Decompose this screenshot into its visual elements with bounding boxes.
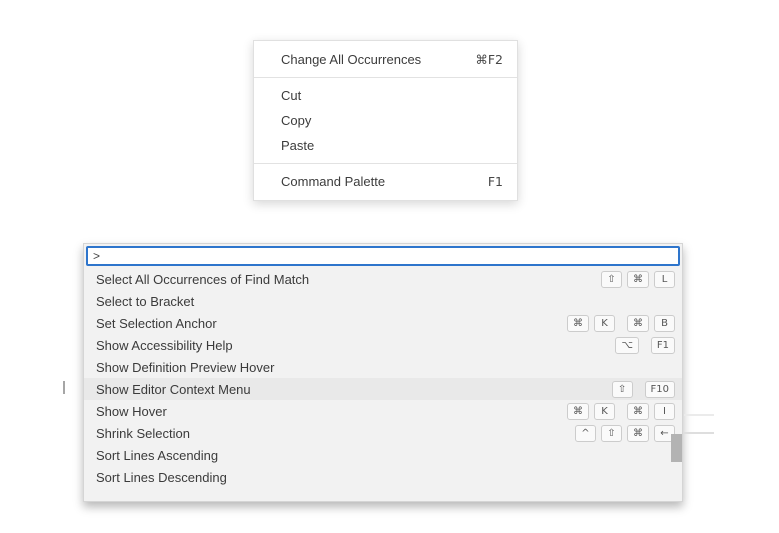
menu-item-label: Command Palette [281,174,386,189]
key-badge: ⌘ [627,314,649,332]
key-badge: ⌘ [567,402,589,420]
command-palette-input[interactable] [86,246,680,266]
command-label: Show Hover [96,403,167,419]
key-badge: ⌘ [627,424,649,442]
keybinding-chord: F1 [650,336,675,354]
key-badge: ⌘ [627,270,649,288]
command-palette: Select All Occurrences of Find Match⇧⌘LS… [83,243,683,502]
command-list-item[interactable]: Show Hover ⌘ K ⌘ I [84,400,682,422]
menu-divider [254,77,517,78]
menu-item[interactable]: Command Palette F1 [254,169,517,194]
command-label: Show Accessibility Help [96,337,233,353]
command-label: Show Definition Preview Hover [96,359,275,375]
command-label: Sort Lines Ascending [96,447,219,463]
command-label: Show Editor Context Menu [96,381,251,397]
command-list-item[interactable]: Set Selection Anchor ⌘ K ⌘ B [84,312,682,334]
command-label: Select to Bracket [96,293,195,309]
menu-item-shortcut: ⌘F2 [475,52,503,67]
background-line-artifact [684,432,714,434]
keybinding: ⇧ ⌘ L [601,270,675,288]
menu-item[interactable]: Change All Occurrences ⌘F2 [254,47,517,72]
key-badge: ⇧ [611,380,633,398]
command-list-item[interactable]: Sort Lines Descending [84,466,682,488]
keybinding-chord: ^ ⇧ ⌘ ← [575,424,675,442]
keybinding-chord: ⌥ [615,336,639,354]
keybinding: ^ ⇧ ⌘ ← [575,424,675,442]
keybinding-chord: ⌘ K [567,402,615,420]
key-badge: F1 [650,336,675,354]
key-badge: ⌥ [615,336,639,354]
menu-item-label: Cut [281,88,302,103]
key-badge: ^ [575,424,596,442]
keybinding-chord: ⇧ ⌘ L [601,270,675,288]
background-cursor-artifact [63,381,65,394]
key-badge: ⇧ [601,424,622,442]
keybinding-chord: ⌘ K [567,314,615,332]
menu-item[interactable]: Paste [254,133,517,158]
key-badge: F10 [644,380,675,398]
keybinding: ⌥ F1 [615,336,675,354]
command-list-item[interactable]: Show Accessibility Help ⌥ F1 [84,334,682,356]
menu-item-shortcut: F1 [487,174,503,189]
menu-item-label: Copy [281,113,312,128]
key-badge: K [594,314,615,332]
menu-item[interactable]: Copy [254,108,517,133]
command-palette-list: Select All Occurrences of Find Match ⇧ ⌘ L S… [84,268,682,488]
command-label: Set Selection Anchor [96,315,217,331]
command-list-item[interactable]: Sort Lines Ascending [84,444,682,466]
keybinding-chord: ⇧ [611,380,633,398]
keybinding-chord: ⌘ I [627,402,675,420]
menu-divider [254,163,517,164]
command-label: Sort Lines Descending [96,469,227,485]
key-badge: L [654,270,675,288]
scrollbar-thumb[interactable] [671,434,682,462]
keybinding: ⌘ K ⌘ I [567,402,675,420]
keybinding: ⇧ F10 [611,380,675,398]
command-list-item[interactable]: Show Definition Preview Hover [84,356,682,378]
key-badge: ← [654,424,675,442]
key-badge: K [594,402,615,420]
menu-item-label: Paste [281,138,315,153]
context-menu-items: Change All Occurrences ⌘F2 Cut Copy Paste Com… [254,47,517,194]
key-badge: I [654,402,675,420]
menu-item[interactable]: Cut [254,83,517,108]
background-line-artifact [684,414,714,416]
command-label: Select All Occurrences of Find Match [96,271,310,287]
key-badge: ⇧ [601,270,622,288]
key-badge: B [654,314,675,332]
command-list-item[interactable]: Shrink Selection ^ ⇧ ⌘ ← [84,422,682,444]
command-label: Shrink Selection [96,425,190,441]
key-badge: ⌘ [567,314,589,332]
command-list-item[interactable]: Select to Bracket [84,290,682,312]
menu-item-label: Change All Occurrences [281,52,422,67]
command-list-item[interactable]: Select All Occurrences of Find Match ⇧ ⌘ L [84,268,682,290]
keybinding: ⌘ K ⌘ B [567,314,675,332]
keybinding-chord: F10 [644,380,675,398]
editor-context-menu: Change All Occurrences ⌘F2 Cut Copy Paste Com… [253,40,518,201]
keybinding-chord: ⌘ B [627,314,675,332]
key-badge: ⌘ [627,402,649,420]
command-list-item[interactable]: Show Editor Context Menu ⇧ F10 [84,378,682,400]
